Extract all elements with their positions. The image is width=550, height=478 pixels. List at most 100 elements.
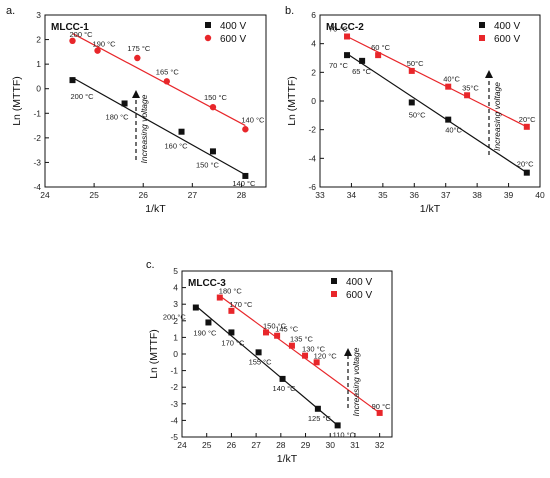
data-point <box>408 67 415 74</box>
data-point <box>523 123 530 130</box>
data-point <box>192 304 199 311</box>
voltage-arrowhead <box>132 90 140 98</box>
data-label: 70 °C <box>329 25 348 34</box>
chart-panel-mlcc-1: a. 24 25 26 27 28 -4 -3 -2 -1 0 1 2 3 1/kT Ln (MTTF) MLC… <box>6 5 267 215</box>
panel-label: b. <box>285 5 294 17</box>
data-point <box>408 99 415 106</box>
y-tick-label: 1 <box>173 332 178 342</box>
data-label: 20°C <box>517 160 534 169</box>
data-label: 65 °C <box>352 67 371 76</box>
data-point <box>69 37 76 44</box>
data-label: 120 °C <box>314 351 338 360</box>
data-label: 135 °C <box>290 335 314 344</box>
y-tick-label: -2 <box>308 125 316 135</box>
data-point <box>313 359 320 366</box>
x-tick-label: 25 <box>89 190 99 200</box>
data-label: 35°C <box>462 83 479 92</box>
x-tick-label: 32 <box>375 440 385 450</box>
x-tick-label: 38 <box>472 190 482 200</box>
data-point <box>445 83 452 90</box>
plot-frame <box>44 14 267 188</box>
data-label: 190 °C <box>193 328 217 337</box>
data-point <box>228 329 235 336</box>
panel-title: MLCC-1 <box>51 22 89 33</box>
data-label: 170 °C <box>221 338 245 347</box>
data-point <box>228 307 235 314</box>
y-tick-label: 0 <box>173 349 178 359</box>
x-tick-label: 39 <box>504 190 514 200</box>
data-label: 145 °C <box>275 325 299 334</box>
data-label: 90 °C <box>372 402 391 411</box>
x-tick-label: 27 <box>188 190 198 200</box>
data-point <box>255 349 262 356</box>
data-label: 40°C <box>443 75 460 84</box>
annotation-increasing-voltage: Increasing voltage <box>351 347 361 416</box>
x-tick-label: 27 <box>251 440 261 450</box>
annotation-increasing-voltage: Increasing voltage <box>492 82 502 151</box>
fit-line <box>219 295 381 414</box>
x-tick-label: 30 <box>326 440 336 450</box>
y-tick-label: -4 <box>33 182 41 192</box>
y-tick-label: 5 <box>173 266 178 276</box>
legend-marker <box>331 278 337 284</box>
y-tick-label: 3 <box>173 299 178 309</box>
data-label: 140 °C <box>241 115 265 124</box>
x-axis-label: 1/kT <box>420 203 441 215</box>
y-tick-label: -2 <box>170 382 178 392</box>
y-tick-label: -1 <box>33 108 41 118</box>
data-point <box>344 52 351 59</box>
fit-line <box>72 77 246 176</box>
data-label: 140 °C <box>232 179 256 188</box>
legend-label: 400 V <box>220 21 246 32</box>
data-point <box>121 100 128 107</box>
y-tick-label: -6 <box>308 182 316 192</box>
y-tick-label: -3 <box>170 399 178 409</box>
y-axis-label: Ln (MTTF) <box>286 76 298 126</box>
data-label: 150 °C <box>196 160 220 169</box>
x-tick-label: 34 <box>347 190 357 200</box>
x-tick-label: 24 <box>40 190 50 200</box>
x-tick-label: 26 <box>227 440 237 450</box>
data-point <box>523 169 530 176</box>
data-point <box>178 128 185 135</box>
legend-label: 600 V <box>346 290 372 301</box>
chart-panel-mlcc-2: b. 33 34 35 36 37 38 39 40 -6 -4 -2 0 2 4 6 1/kT Ln (MTTF… <box>285 5 545 215</box>
legend-marker <box>331 291 337 297</box>
data-point <box>163 78 170 85</box>
y-tick-label: 1 <box>36 59 41 69</box>
x-tick-label: 28 <box>276 440 286 450</box>
data-point <box>344 33 351 40</box>
data-point <box>274 332 281 339</box>
legend-marker <box>479 35 485 41</box>
data-label: 150 °C <box>263 321 287 330</box>
legend-label: 400 V <box>346 277 372 288</box>
data-label: 155 °C <box>249 357 273 366</box>
x-tick-label: 24 <box>177 440 187 450</box>
fit-line <box>346 53 528 174</box>
y-tick-label: 6 <box>311 10 316 20</box>
legend-label: 600 V <box>220 34 246 45</box>
y-tick-label: -3 <box>33 157 41 167</box>
data-point <box>209 148 216 155</box>
data-label: 60 °C <box>371 43 390 52</box>
data-point <box>376 409 383 416</box>
data-point <box>375 52 382 59</box>
panel-label: c. <box>146 259 155 271</box>
data-point <box>445 116 452 123</box>
data-label: 180 °C <box>219 287 243 296</box>
x-tick-label: 40 <box>535 190 545 200</box>
data-label: 190 °C <box>93 40 117 49</box>
x-axis-label: 1/kT <box>145 203 166 215</box>
fit-line <box>346 35 528 128</box>
legend-marker <box>205 22 211 28</box>
data-point <box>94 47 101 54</box>
legend-label: 400 V <box>494 21 520 32</box>
data-point <box>216 294 223 301</box>
panel-label: a. <box>6 5 15 17</box>
data-label: 170 °C <box>229 300 253 309</box>
voltage-arrowhead <box>485 70 493 78</box>
data-label: 130 °C <box>302 345 326 354</box>
y-tick-label: 0 <box>36 84 41 94</box>
panel-title: MLCC-3 <box>188 278 226 289</box>
